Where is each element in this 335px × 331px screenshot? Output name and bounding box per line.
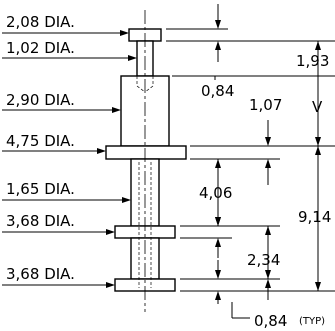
dim-label-4-06: 4,06 — [199, 184, 232, 202]
dim-label-v: V — [312, 98, 323, 116]
dim-label-1-07: 1,07 — [249, 96, 282, 114]
diameter-leaders — [2, 30, 137, 288]
dim-label-2-34: 2,34 — [247, 251, 280, 269]
part-outline — [105, 10, 187, 312]
hidden-line — [136, 85, 146, 93]
diameter-labels: 2,08 DIA. 1,02 DIA. 2,90 DIA. 4,75 DIA. … — [6, 13, 75, 283]
main-flange — [105, 145, 187, 160]
diameter-label-cap: 2,08 DIA. — [6, 13, 75, 31]
diameter-label-main-flange: 4,75 DIA. — [6, 132, 75, 150]
dim-label-0-84-typ: 0,84 — [254, 312, 287, 330]
dimension-labels: 1,93 0,84 1,07 V 4,06 9,14 2,34 0,84 (TY… — [199, 52, 331, 330]
diameter-label-body: 2,90 DIA. — [6, 91, 75, 109]
dim-label-9-14: 9,14 — [298, 208, 331, 226]
dim-label-0-84-neck: 0,84 — [201, 82, 234, 100]
diameter-label-middle-flange: 3,68 DIA. — [6, 212, 75, 230]
dim-label-typ-note: (TYP) — [299, 316, 325, 327]
diameter-label-neck: 1,02 DIA. — [6, 39, 75, 57]
dimension-lines — [166, 4, 335, 319]
shaft-upper — [130, 158, 160, 227]
diameter-label-bottom-flange: 3,68 DIA. — [6, 265, 75, 283]
diameter-label-shaft: 1,65 DIA. — [6, 180, 75, 198]
hidden-line — [144, 85, 154, 93]
dim-label-1-93: 1,93 — [296, 52, 329, 70]
